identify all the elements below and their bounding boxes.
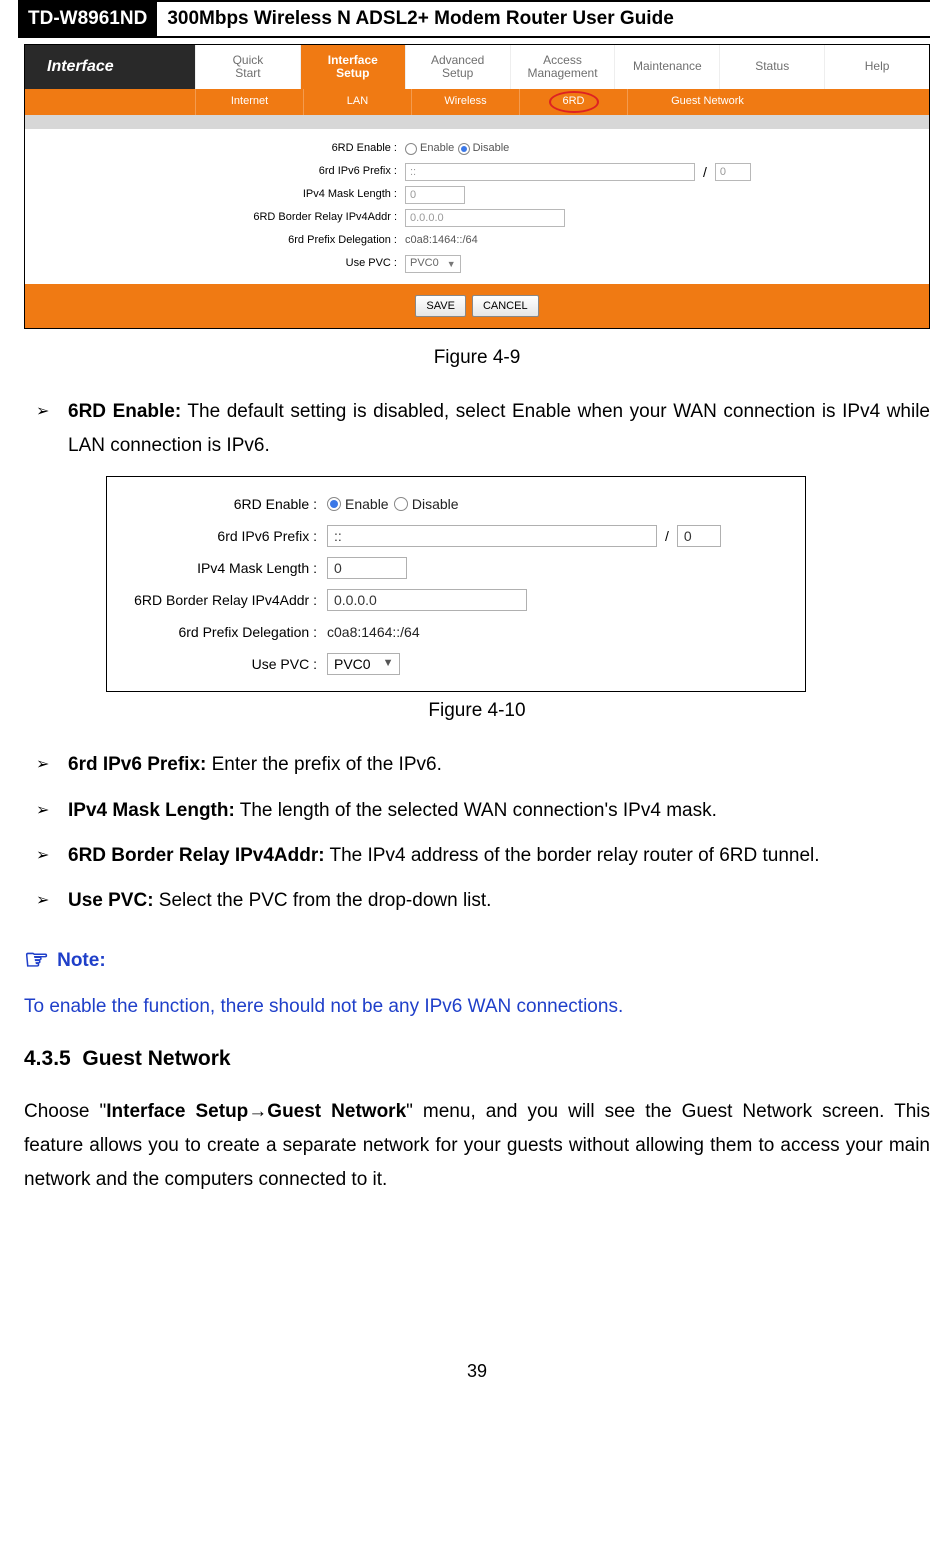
label-border-49: 6RD Border Relay IPv4Addr :	[25, 209, 405, 227]
select-pvc-410[interactable]: PVC0▼	[327, 653, 400, 675]
input-mask-49[interactable]	[405, 186, 465, 204]
tab-maintenance[interactable]: Maintenance	[614, 45, 719, 89]
input-6rd-prefix-len-410[interactable]	[677, 525, 721, 547]
label-6rd-prefix-410: 6rd IPv6 Prefix :	[107, 525, 327, 547]
radio-disable-410[interactable]	[394, 497, 408, 511]
subtab-guest-network[interactable]: Guest Network	[627, 89, 787, 115]
text-disable-410: Disable	[412, 493, 459, 515]
text-enable-49: Enable	[420, 140, 454, 158]
bullet-ipv4-mask: IPv4 Mask Length: The length of the sele…	[24, 788, 930, 833]
label-border-410: 6RD Border Relay IPv4Addr :	[107, 589, 327, 611]
input-6rd-prefix-410[interactable]	[327, 525, 657, 547]
doc-title: 300Mbps Wireless N ADSL2+ Modem Router U…	[157, 2, 930, 36]
guest-network-paragraph: Choose "Interface Setup→Guest Network" m…	[24, 1095, 930, 1196]
input-mask-410[interactable]	[327, 557, 407, 579]
subtab-lan[interactable]: LAN	[303, 89, 411, 115]
radio-disable-49[interactable]	[458, 143, 470, 155]
select-pvc-49[interactable]: PVC0▼	[405, 255, 461, 273]
chevron-down-icon: ▼	[383, 655, 394, 673]
text-deleg-49: c0a8:1464::/64	[405, 232, 478, 250]
text-disable-49: Disable	[473, 140, 510, 158]
caption-fig49: Figure 4-9	[24, 343, 930, 373]
label-mask-410: IPv4 Mask Length :	[107, 557, 327, 579]
model-badge: TD-W8961ND	[18, 2, 157, 36]
figure-4-10: 6RD Enable : Enable Disable 6rd IPv6 Pre…	[106, 476, 806, 692]
label-deleg-49: 6rd Prefix Delegation :	[25, 232, 405, 250]
slash-49: /	[695, 161, 715, 183]
input-border-410[interactable]	[327, 589, 527, 611]
bullet-6rd-prefix: 6rd IPv6 Prefix: Enter the prefix of the…	[24, 742, 930, 787]
tab-interface-setup[interactable]: Interface Setup	[300, 45, 405, 89]
text-deleg-410: c0a8:1464::/64	[327, 621, 420, 643]
subtab-wireless[interactable]: Wireless	[411, 89, 519, 115]
caption-fig410: Figure 4-10	[24, 696, 930, 726]
slash-410: /	[657, 525, 677, 547]
label-deleg-410: 6rd Prefix Delegation :	[107, 621, 327, 643]
note-body: To enable the function, there should not…	[24, 992, 930, 1022]
subtab-6rd[interactable]: 6RD	[519, 89, 627, 115]
tab-status[interactable]: Status	[719, 45, 824, 89]
side-interface-label: Interface	[25, 45, 195, 89]
doc-header: TD-W8961ND 300Mbps Wireless N ADSL2+ Mod…	[18, 0, 930, 38]
input-border-49[interactable]	[405, 209, 565, 227]
label-pvc-49: Use PVC :	[25, 255, 405, 273]
tab-access-management[interactable]: Access Management	[510, 45, 615, 89]
subtab-internet[interactable]: Internet	[195, 89, 303, 115]
label-6rd-prefix-49: 6rd IPv6 Prefix :	[25, 163, 405, 181]
label-mask-49: IPv4 Mask Length :	[25, 186, 405, 204]
cancel-button-49[interactable]: CANCEL	[472, 295, 539, 317]
label-pvc-410: Use PVC :	[107, 653, 327, 675]
page-number: 39	[24, 1357, 930, 1386]
input-6rd-prefix-49[interactable]	[405, 163, 695, 181]
bullet-6rd-enable: 6RD Enable: The default setting is disab…	[24, 389, 930, 468]
label-6rd-enable-410: 6RD Enable :	[107, 493, 327, 515]
figure-4-9: Interface Quick Start Interface Setup Ad…	[24, 44, 930, 329]
chevron-down-icon: ▼	[447, 257, 456, 271]
label-6rd-enable: 6RD Enable :	[25, 140, 405, 158]
radio-enable-49[interactable]	[405, 143, 417, 155]
radio-enable-410[interactable]	[327, 497, 341, 511]
tab-advanced-setup[interactable]: Advanced Setup	[405, 45, 510, 89]
input-6rd-prefix-len-49[interactable]	[715, 163, 751, 181]
note-heading: ☞ Note:	[24, 939, 930, 984]
bullet-border-relay: 6RD Border Relay IPv4Addr: The IPv4 addr…	[24, 833, 930, 878]
section-heading: 4.3.5 Guest Network	[24, 1042, 930, 1076]
save-button-49[interactable]: SAVE	[415, 295, 466, 317]
bullet-use-pvc: Use PVC: Select the PVC from the drop-do…	[24, 878, 930, 923]
pointing-hand-icon: ☞	[24, 939, 49, 984]
tab-help[interactable]: Help	[824, 45, 929, 89]
tab-quick-start[interactable]: Quick Start	[195, 45, 300, 89]
text-enable-410: Enable	[345, 493, 389, 515]
